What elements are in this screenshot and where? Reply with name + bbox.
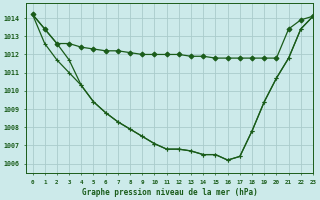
X-axis label: Graphe pression niveau de la mer (hPa): Graphe pression niveau de la mer (hPa) <box>82 188 258 197</box>
